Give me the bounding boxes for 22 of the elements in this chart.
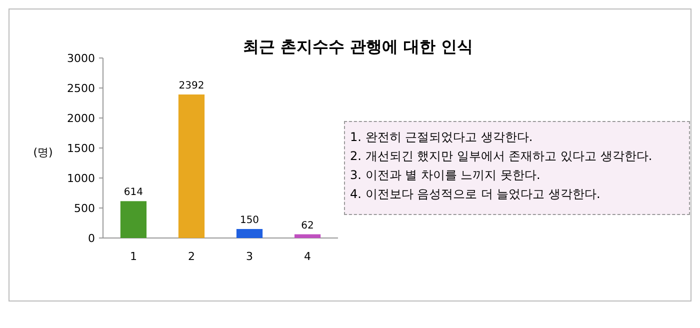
bar (236, 229, 263, 238)
chart-title: 최근 촌지수수 관행에 대한 인식 (242, 37, 474, 56)
x-tick-label: 1 (130, 250, 137, 263)
y-tick-label: 3000 (67, 52, 95, 65)
bar (294, 234, 321, 238)
x-tick-label: 4 (304, 250, 312, 263)
data-label: 2392 (178, 80, 204, 92)
data-label: 62 (301, 220, 314, 232)
y-tick-label: 2000 (67, 112, 95, 125)
y-axis-title: (명) (33, 146, 53, 159)
y-tick-label: 0 (88, 232, 95, 245)
y-tick-label: 2500 (67, 82, 95, 95)
y-tick-label: 1500 (67, 142, 95, 155)
data-label: 150 (240, 215, 260, 226)
x-tick-label: 2 (188, 250, 195, 263)
y-tick-label: 500 (74, 202, 95, 215)
bar (120, 201, 147, 238)
bar (178, 94, 205, 238)
x-tick-label: 3 (246, 250, 254, 263)
y-tick-label: 1000 (67, 172, 95, 185)
note-box: 1. 완전히 근절되었다고 생각한다. 2. 개선되긴 했지만 일부에서 존재하고 있다고 생각한다. 3. 이전과 별 차이를 느끼지 못한다. 4. 이전보다 음성적으로 더 늘었다고 생각한다. (344, 121, 690, 215)
data-label: 614 (124, 187, 144, 198)
